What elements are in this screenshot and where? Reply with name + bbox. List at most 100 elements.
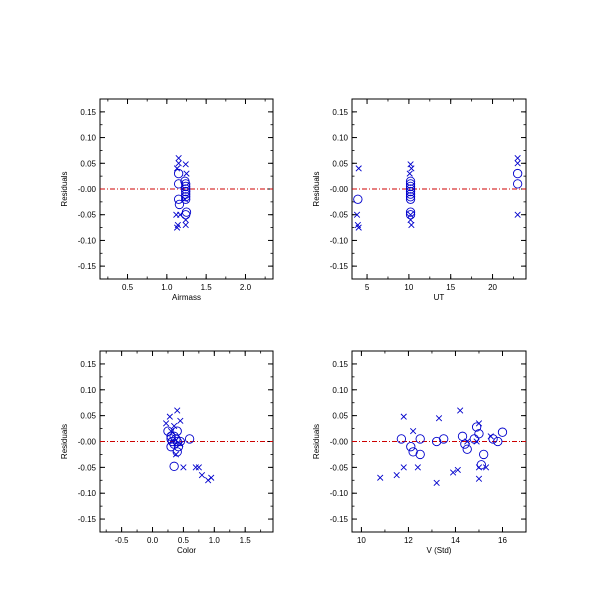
x-axis-label: V (Std): [427, 546, 452, 555]
data-point-x: [173, 165, 181, 172]
x-tick-label: 0.0: [147, 536, 159, 545]
data-point-x: [183, 170, 190, 177]
y-tick-label: 0.05: [332, 159, 348, 168]
y-axis-label: Residuals: [60, 171, 69, 206]
data-point-x: [407, 211, 414, 218]
data-point-o: [396, 434, 407, 444]
y-axis-label: Residuals: [312, 171, 321, 206]
y-tick-label: -0.00: [330, 185, 349, 194]
x-axis-label: UT: [434, 293, 445, 302]
x-tick-label: 1.5: [201, 283, 213, 292]
data-point-o: [163, 426, 173, 436]
x-tick-label: 16: [498, 536, 507, 545]
x-tick-label: 15: [446, 283, 455, 292]
data-point-o: [169, 461, 179, 471]
y-tick-label: 0.05: [80, 412, 96, 421]
data-point-o: [406, 442, 416, 452]
data-point-x: [408, 221, 415, 229]
y-tick-label: 0.15: [332, 360, 348, 369]
data-point-x: [407, 216, 414, 223]
x-tick-label: 10: [357, 536, 366, 545]
data-point-o: [479, 449, 489, 460]
y-tick-label: 0.05: [332, 412, 348, 421]
y-tick-label: -0.10: [78, 489, 97, 498]
data-point-o: [405, 181, 416, 192]
data-point-o: [353, 194, 363, 204]
y-axis-label: Residuals: [60, 424, 69, 459]
data-point-o: [405, 186, 416, 197]
data-point-o: [173, 168, 184, 179]
data-point-o: [181, 186, 191, 197]
data-point-x: [414, 464, 421, 471]
data-point-x: [454, 466, 461, 474]
data-point-o: [497, 427, 508, 437]
data-point-x: [182, 216, 189, 223]
y-tick-label: -0.00: [78, 438, 97, 447]
data-point-o: [405, 210, 416, 220]
y-tick-label: -0.05: [330, 211, 349, 220]
data-point-o: [181, 184, 191, 194]
data-point-x: [174, 407, 181, 414]
y-tick-label: 0.05: [80, 159, 96, 168]
data-point-x: [400, 464, 407, 471]
data-point-x: [514, 211, 521, 218]
scatter-panel-4: -0.15 -0.10 -0.05 -0.00 0.05 0.10 0.15 10 12 14 16…: [312, 350, 527, 555]
data-point-o: [172, 447, 182, 457]
data-point-x: [514, 155, 521, 162]
data-point-x: [410, 428, 417, 435]
data-point-x: [406, 170, 413, 177]
data-point-o: [405, 184, 416, 194]
data-point-x: [182, 161, 189, 168]
data-point-o: [408, 447, 418, 457]
data-point-o: [169, 431, 179, 441]
x-tick-label: 14: [451, 536, 460, 545]
data-point-o: [405, 179, 416, 189]
data-point-x: [408, 165, 415, 172]
data-point-x: [208, 474, 215, 481]
data-point-o: [460, 439, 470, 449]
y-tick-label: 0.15: [80, 108, 96, 117]
data-point-x: [162, 420, 170, 427]
data-point-x: [198, 471, 206, 479]
data-point-o: [512, 168, 523, 179]
data-point-o: [173, 194, 184, 204]
data-point-x: [175, 155, 182, 162]
data-point-x: [177, 417, 184, 424]
data-point-x: [377, 474, 384, 481]
y-tick-label: -0.05: [78, 211, 97, 220]
x-tick-label: 10: [404, 283, 413, 292]
data-point-o: [415, 449, 425, 460]
data-point-x: [393, 471, 400, 479]
x-axis-label: Color: [177, 546, 196, 555]
data-point-x: [171, 422, 178, 430]
data-point-o: [405, 207, 416, 217]
data-point-x: [457, 407, 464, 414]
data-point-o: [181, 210, 191, 220]
y-tick-label: -0.15: [330, 262, 349, 271]
data-point-o: [469, 434, 479, 444]
data-point-o: [166, 431, 176, 441]
data-point-o: [462, 444, 472, 454]
data-point-o: [181, 192, 191, 202]
y-tick-label: -0.10: [78, 236, 97, 245]
y-tick-label: 0.10: [332, 386, 348, 395]
data-point-o: [488, 434, 498, 444]
y-tick-label: 0.15: [80, 360, 96, 369]
x-tick-label: 5: [365, 283, 370, 292]
data-point-o: [405, 189, 416, 199]
data-point-o: [476, 460, 486, 470]
y-axis-label: Residuals: [312, 424, 321, 459]
y-tick-label: -0.00: [78, 185, 97, 194]
data-point-o: [405, 192, 416, 202]
data-point-x: [449, 469, 457, 476]
data-point-o: [174, 199, 185, 210]
x-tick-label: 0.5: [122, 283, 134, 292]
data-point-x: [353, 211, 361, 218]
data-point-x: [482, 464, 490, 471]
data-point-o: [166, 442, 176, 452]
y-tick-label: -0.15: [78, 515, 97, 524]
y-tick-label: -0.10: [330, 489, 349, 498]
data-point-o: [431, 436, 442, 447]
data-point-x: [355, 165, 362, 172]
